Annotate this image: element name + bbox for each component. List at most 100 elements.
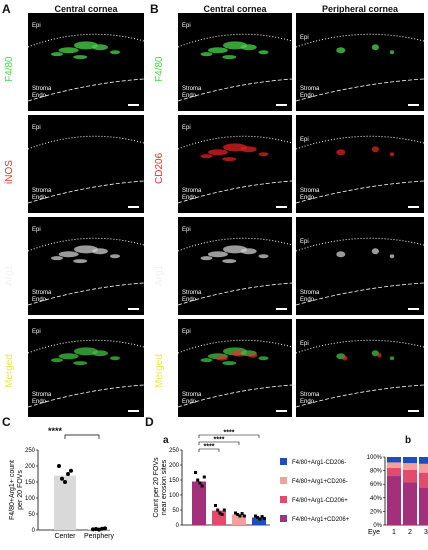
label-endo: Endo (182, 399, 197, 405)
stack-segment (403, 463, 417, 470)
label-epi: Epi (300, 341, 309, 347)
data-point (216, 508, 220, 512)
data-point (254, 514, 257, 518)
data-point (200, 484, 204, 488)
column-title-a-central: Central cornea (54, 4, 118, 14)
legend-swatch (280, 496, 287, 503)
y-axis-label: Count per 20 FOVsnear erosion sites (153, 457, 168, 518)
label-stroma: Stroma (300, 392, 320, 398)
stack-segment (403, 457, 417, 464)
micrograph-a-central-merged: Epi Stroma Endo (28, 319, 144, 417)
label-epi: Epi (32, 23, 41, 29)
micrograph-b-peripheral-arg1: Epi Stroma Endo (296, 217, 424, 315)
scale-bar (276, 410, 287, 412)
micrograph-b-central-merged: Epi Stroma Endo (178, 319, 292, 417)
x-tick-label: Periphery (84, 533, 114, 540)
data-point (97, 527, 101, 532)
row-label-b-cd206: CD206 (154, 152, 165, 184)
panel-letter-d-b: b (405, 435, 412, 446)
micrograph-b-central-cd206: Epi Stroma Endo (178, 115, 292, 213)
x-tick-label: 2 (408, 529, 412, 536)
legend-swatch (280, 515, 287, 522)
scale-bar (408, 104, 419, 106)
x-tick-label: 1 (392, 529, 396, 536)
label-endo: Endo (182, 297, 197, 303)
data-point (196, 478, 200, 482)
label-epi: Epi (182, 329, 191, 335)
label-endo: Endo (300, 195, 315, 201)
label-stroma: Stroma (182, 392, 202, 398)
micrograph-a-central-f480: Epi Stroma Endo (28, 13, 144, 111)
y-tick-label: 60% (370, 482, 383, 488)
label-epi: Epi (32, 125, 41, 131)
y-tick-label: 150 (169, 478, 180, 484)
data-point (69, 468, 73, 473)
data-point (262, 516, 266, 520)
stack-segment (403, 482, 417, 525)
row-label-a-arg1: Arg1 (4, 264, 15, 286)
y-axis-label: F4/80+Arg1+ countper 20 FOVs (9, 460, 24, 520)
label-endo: Endo (300, 297, 315, 303)
panel-letter-c: C (2, 415, 11, 429)
data-point (220, 513, 224, 516)
y-tick-label: 0 (176, 523, 180, 529)
significance-label: **** (224, 430, 235, 437)
y-tick-label: 100 (25, 496, 36, 502)
scale-bar (128, 104, 139, 106)
column-title-b-peripheral: Peripheral cornea (321, 4, 399, 14)
label-endo: Endo (182, 195, 197, 201)
micrograph-a-central-arg1: Epi Stroma Endo (28, 217, 144, 315)
data-point (234, 511, 237, 515)
panel-letter-a: A (2, 2, 11, 16)
data-point (236, 513, 240, 516)
label-epi: Epi (32, 329, 41, 335)
column-title-b-central: Central cornea (203, 4, 267, 14)
row-label-a-merged: Merged (4, 354, 15, 388)
significance-bracket (198, 441, 240, 445)
scale-bar (128, 308, 139, 310)
label-epi: Epi (182, 125, 191, 131)
y-tick-label: 80% (370, 469, 383, 475)
stack-segment (387, 467, 401, 477)
legend-label: F4/80+Arg1-CD206+ (292, 498, 348, 504)
y-axis-label-line: per 20 FOVs (17, 470, 24, 510)
row-label-b-f480: F4/80 (154, 56, 165, 82)
bar-0 (192, 481, 206, 525)
data-point (258, 517, 262, 521)
significance-c: **** (48, 426, 63, 436)
stack-segment (419, 472, 428, 488)
scale-bar (408, 410, 419, 412)
label-epi: Epi (182, 227, 191, 233)
significance-label: **** (214, 437, 225, 444)
data-point (60, 476, 64, 481)
y-tick-label: 0 (32, 528, 36, 534)
y-axis-label-line: Count per 20 FOVs (153, 457, 160, 518)
stack-segment (419, 457, 428, 464)
label-stroma: Stroma (182, 290, 202, 296)
label-stroma: Stroma (32, 392, 52, 398)
data-point (214, 504, 217, 507)
y-tick-label: 100% (367, 455, 383, 461)
row-label-b-arg1: Arg1 (154, 264, 165, 286)
label-epi: Epi (300, 137, 309, 143)
micrograph-b-peripheral-cd206: Epi Stroma Endo (296, 115, 424, 213)
y-tick-label: 20% (370, 509, 383, 515)
micrograph-a-central-inos: Epi Stroma Endo (28, 115, 144, 213)
scale-bar (408, 206, 419, 208)
y-axis-label-line: near erosion sites (161, 459, 168, 515)
legend-swatch (280, 458, 287, 465)
data-point (66, 472, 70, 476)
micrograph-b-peripheral-f480: Epi Stroma Endo (296, 13, 424, 111)
data-point (260, 515, 264, 519)
scale-bar (276, 104, 287, 106)
legend-label: F4/80+Arg1-CD206- (292, 460, 346, 466)
stack-segment (387, 457, 401, 463)
scale-bar (408, 308, 419, 310)
micrograph-b-central-f480: Epi Stroma Endo (178, 13, 292, 111)
x-axis-label: Eye (368, 529, 380, 536)
data-point (194, 471, 197, 474)
y-tick-label: 100 (169, 493, 180, 499)
label-endo: Endo (32, 93, 47, 99)
label-stroma: Stroma (300, 86, 320, 92)
